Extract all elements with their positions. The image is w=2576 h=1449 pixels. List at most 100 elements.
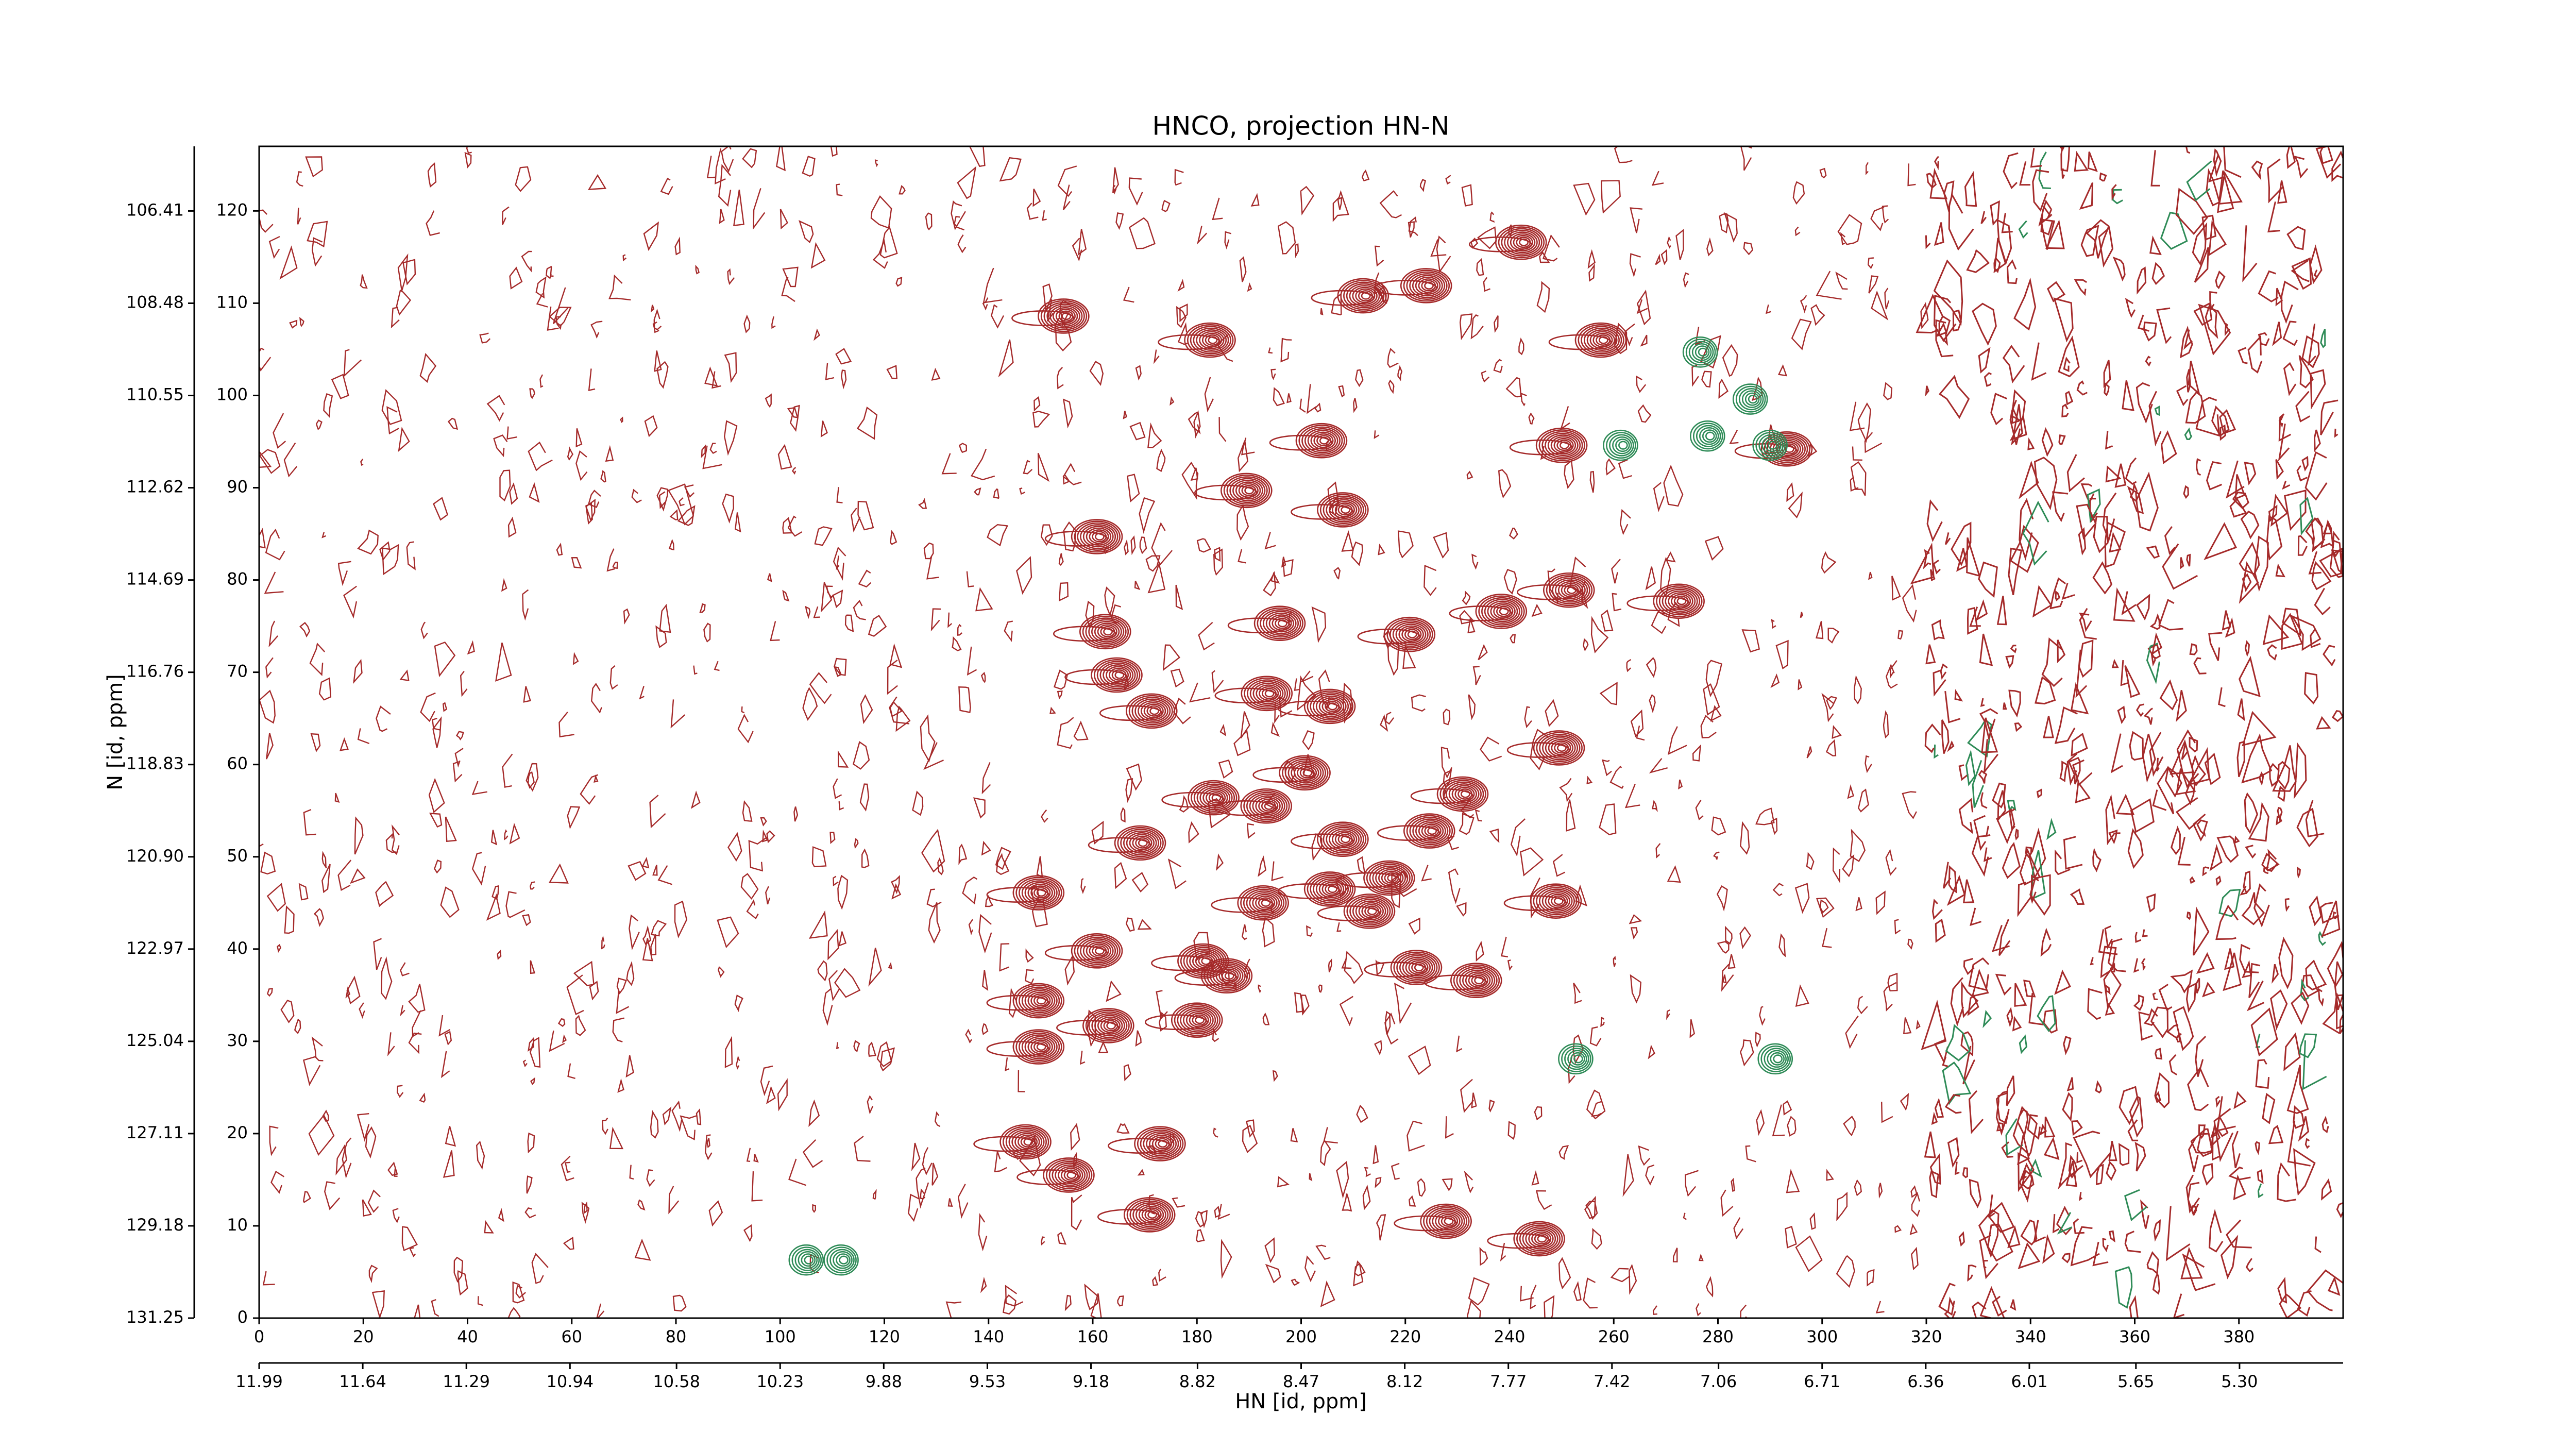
noise-contour (2313, 269, 2318, 278)
y-axis-label: N [id, ppm] (104, 674, 127, 790)
noise-contour (1041, 1236, 1045, 1246)
noise-contour (1740, 821, 1750, 855)
noise-contour (1380, 714, 1388, 732)
noise-contour (1250, 193, 1260, 207)
noise-contour (464, 151, 472, 169)
noise-contour (2079, 182, 2094, 210)
x2-tick-label: 6.71 (1804, 1372, 1840, 1391)
peak-contour (1088, 619, 1125, 645)
noise-contour (558, 712, 574, 738)
noise-contour (1943, 180, 1955, 213)
noise-contour (853, 1040, 860, 1052)
noise-contour (2006, 1075, 2015, 1106)
noise-contour (1262, 916, 1275, 948)
noise-contour (2216, 1114, 2229, 1137)
peak-contour (1120, 829, 1162, 857)
peak (1377, 813, 1455, 849)
noise-contour (1925, 235, 1931, 249)
noise-contour (1505, 377, 1522, 398)
noise-contour (2079, 608, 2097, 640)
peak (1044, 933, 1123, 969)
noise-contour (2290, 614, 2321, 651)
noise-contour (386, 406, 399, 435)
noise-contour (735, 512, 741, 533)
noise-contour (503, 829, 509, 840)
peak-contour (1103, 664, 1134, 686)
noise-contour (590, 321, 603, 339)
noise-contour (2045, 219, 2065, 249)
noise-contour (2298, 1116, 2310, 1142)
peak (1337, 860, 1415, 896)
noise-contour (2012, 1106, 2038, 1156)
peak (1214, 676, 1293, 712)
noise-contour (1025, 969, 1035, 984)
noise-contour (669, 509, 679, 520)
peak-contour (1536, 732, 1583, 764)
peak-contour (1185, 1011, 1212, 1030)
noise-contour (1233, 730, 1251, 756)
peak-contour (1149, 1134, 1175, 1153)
noise-contour (1078, 229, 1087, 256)
noise-contour (1887, 972, 1898, 992)
noise-contour (2053, 297, 2074, 343)
noise-contour (2029, 874, 2039, 904)
noise-contour (1637, 404, 1652, 423)
noise-contour (530, 1037, 541, 1068)
noise-contour (1125, 917, 1135, 932)
noise-contour (1724, 925, 1733, 945)
noise-contour (365, 1126, 377, 1159)
noise-contour (1731, 1177, 1735, 1192)
noise-contour (1291, 1278, 1300, 1286)
noise-contour (1926, 173, 1937, 189)
noise-contour (908, 1193, 920, 1222)
peak-contour (1200, 958, 1253, 994)
noise-contour (524, 1207, 536, 1219)
peak-contour (1692, 423, 1723, 450)
noise-contour (714, 661, 720, 671)
y2-tick-label: 127.11 (126, 1123, 184, 1142)
noise-contour (2223, 952, 2242, 991)
peak-contour (1658, 587, 1701, 616)
peak-contour (1132, 1202, 1169, 1227)
noise-contour (2202, 866, 2210, 877)
peak-contour (1510, 233, 1536, 251)
noise-contour (2296, 807, 2318, 848)
noise-contour (1353, 1262, 1364, 1287)
peak-contour (1378, 869, 1404, 887)
noise-contour (1721, 964, 1734, 992)
noise-contour (1471, 1092, 1477, 1108)
peak-tail (1277, 700, 1341, 717)
noise-contour (742, 800, 753, 822)
noise-contour (2286, 146, 2296, 169)
noise-contour (265, 657, 274, 679)
peak-contour (1246, 890, 1282, 916)
noise-contour (1286, 393, 1292, 403)
noise-contour (2175, 797, 2198, 830)
noise-contour (677, 505, 696, 526)
noise-contour (2269, 763, 2280, 787)
noise-contour (2127, 828, 2144, 869)
noise-contour (1196, 1229, 1205, 1242)
noise-contour (1788, 492, 1803, 519)
noise-contour (617, 1078, 624, 1093)
noise-contour (1443, 709, 1451, 726)
noise-contour (266, 883, 286, 912)
noise-contour (2023, 980, 2036, 998)
peak-contour (1008, 1129, 1045, 1155)
noise-contour (2029, 874, 2051, 916)
noise-contour (838, 801, 844, 811)
noise-contour (1810, 304, 1825, 326)
noise-contour (575, 1015, 586, 1036)
peak-contour (1318, 697, 1345, 716)
noise-contour (2278, 423, 2290, 462)
noise-contour (668, 538, 674, 551)
peak-contour (1246, 791, 1288, 820)
noise-contour (1933, 560, 1941, 575)
noise-contour (445, 1126, 456, 1147)
noise-contour (432, 717, 440, 731)
peak-contour (1760, 1045, 1791, 1072)
noise-contour (406, 541, 416, 570)
noise-contour (408, 1032, 422, 1054)
peak (1757, 1043, 1793, 1075)
noise-contour (628, 861, 647, 881)
